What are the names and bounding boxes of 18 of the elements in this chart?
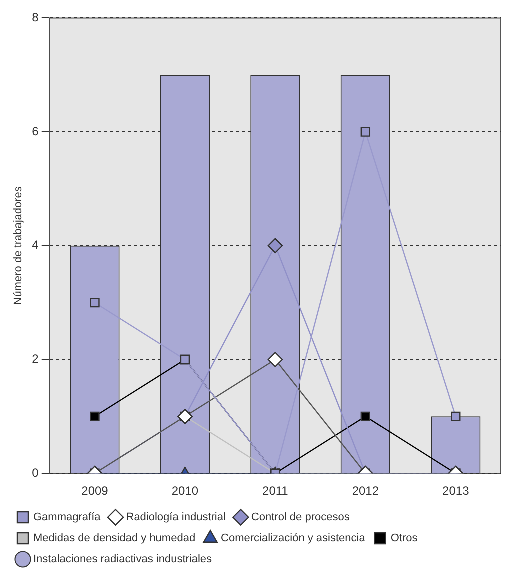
legend-label: Gammagrafía	[34, 512, 102, 524]
y-tick-label: 6	[32, 124, 40, 138]
legend-label: Instalaciones radiactivas industriales	[34, 554, 213, 566]
x-tick-label: 2010	[172, 484, 199, 498]
y-tick-label: 8	[32, 10, 40, 25]
y-tick-label: 4	[32, 238, 40, 252]
x-tick-label: 2009	[82, 484, 109, 498]
y-tick-label: 2	[32, 352, 40, 366]
x-tick-label: 2013	[442, 484, 470, 498]
x-tick-label: 2012	[352, 484, 380, 498]
legend-label: Medidas de densidad y humedad	[34, 532, 196, 545]
legend-label: Otros	[390, 532, 418, 545]
x-tick-label: 2011	[262, 484, 289, 498]
legend-label: Comercialización y asistencia	[221, 532, 366, 545]
legend-label: Radiología industrial	[126, 512, 226, 524]
y-axis-title: Número de trabajadores	[12, 186, 25, 306]
legend-label: Control de procesos	[251, 512, 350, 524]
y-tick-label: 0	[32, 466, 40, 480]
